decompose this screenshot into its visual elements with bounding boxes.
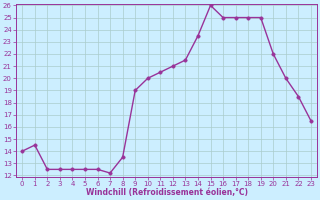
X-axis label: Windchill (Refroidissement éolien,°C): Windchill (Refroidissement éolien,°C) — [85, 188, 248, 197]
